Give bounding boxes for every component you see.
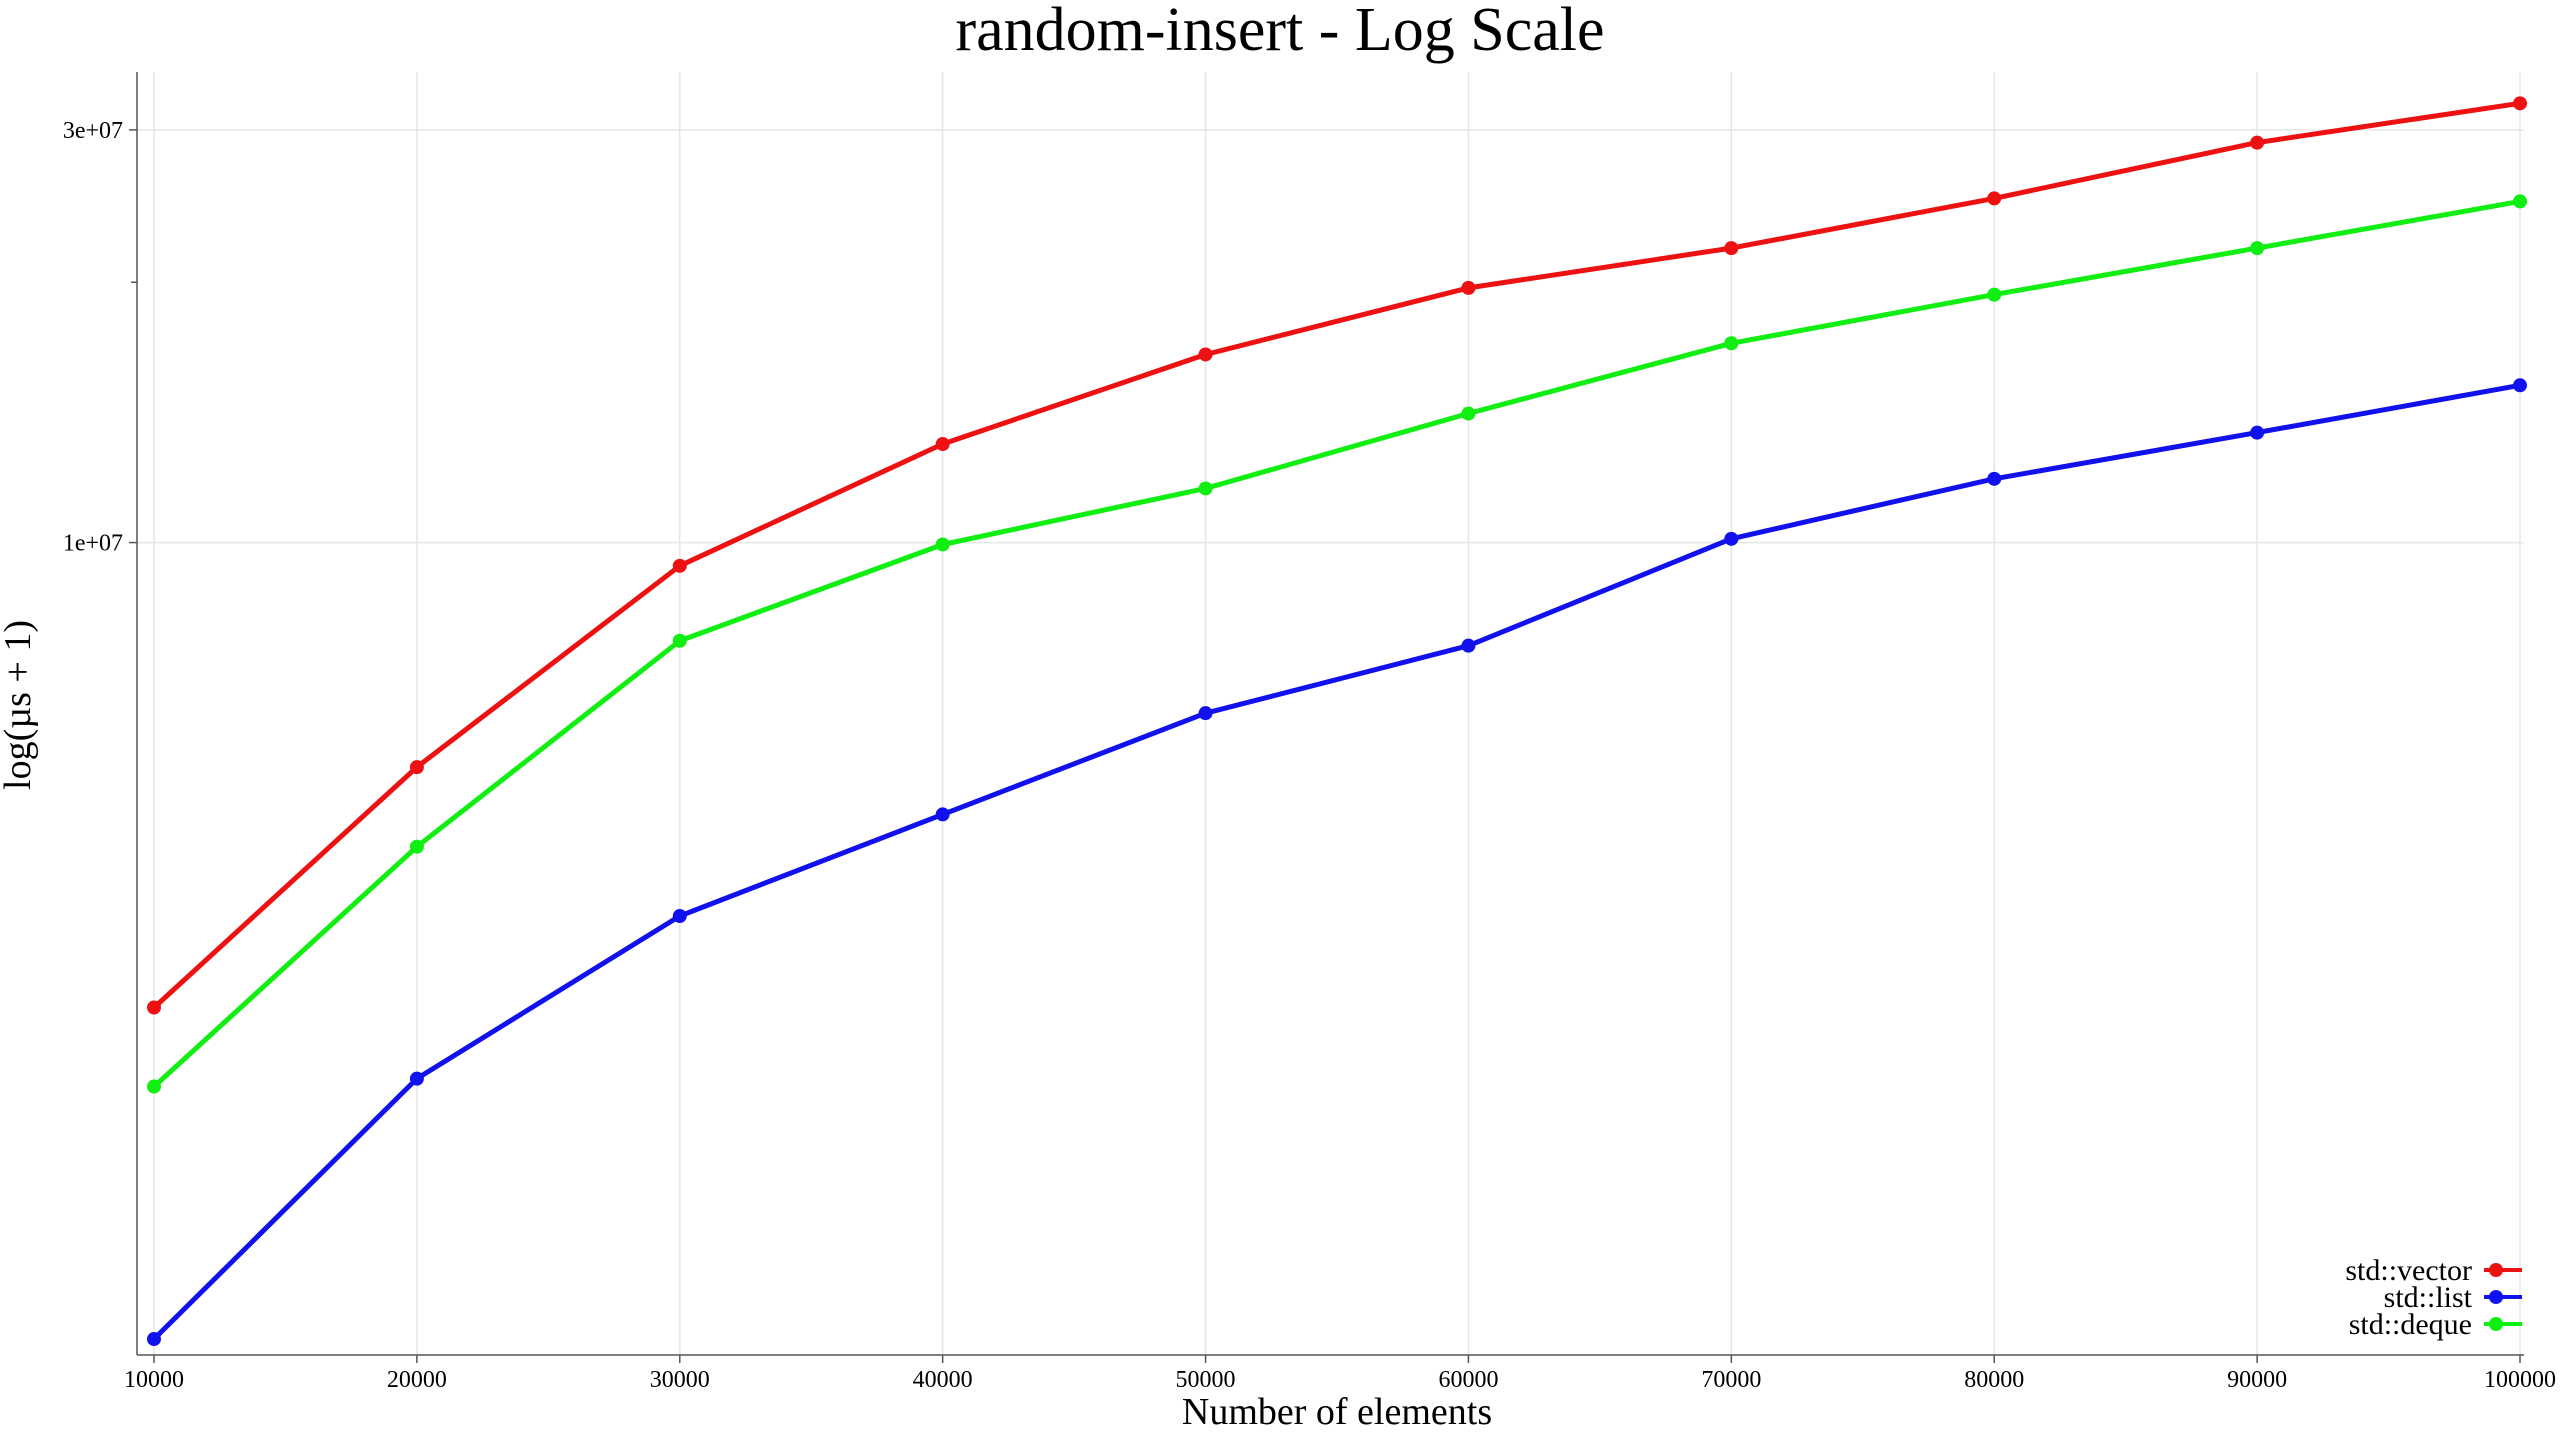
series-line-std-list bbox=[151, 382, 2523, 1342]
data-point-std-deque bbox=[1461, 406, 1476, 421]
data-point-std-list bbox=[672, 909, 687, 924]
legend-item-std-vector: std::vector bbox=[2345, 1254, 2522, 1287]
legend-item-std-list: std::list bbox=[2384, 1281, 2522, 1314]
legend-label: std::vector bbox=[2345, 1254, 2472, 1287]
data-point-std-deque bbox=[1987, 287, 2002, 302]
y-tick-label: 3e+07 bbox=[63, 118, 123, 144]
series-line-std-vector bbox=[151, 100, 2523, 1011]
series-line-std-deque bbox=[151, 198, 2523, 1090]
data-point-std-deque bbox=[2513, 194, 2527, 209]
data-point-std-vector bbox=[672, 558, 687, 573]
data-point-std-vector bbox=[1461, 280, 1476, 295]
legend-label: std::list bbox=[2384, 1281, 2473, 1314]
data-point-std-vector bbox=[2250, 135, 2265, 150]
data-point-std-deque bbox=[409, 839, 424, 854]
legend-item-std-deque: std::deque bbox=[2349, 1308, 2522, 1341]
x-tick-label: 60000 bbox=[1438, 1367, 1498, 1393]
x-axis-title: Number of elements bbox=[1182, 1391, 1492, 1433]
series-std-deque bbox=[147, 194, 2527, 1094]
data-point-std-vector bbox=[1198, 347, 1213, 362]
data-point-std-deque bbox=[147, 1079, 161, 1094]
y-tick-label: 1e+07 bbox=[63, 531, 123, 557]
data-point-std-vector bbox=[1987, 191, 2002, 206]
x-tick-label: 20000 bbox=[387, 1367, 447, 1393]
x-tick-label: 70000 bbox=[1701, 1367, 1761, 1393]
x-tick-label: 30000 bbox=[650, 1367, 710, 1393]
ticks: 10000 20000 30000 40000 50000 60000 70000 80000… bbox=[63, 118, 2556, 1393]
legend-swatch-point bbox=[2489, 1317, 2503, 1331]
x-tick-label: 50000 bbox=[1176, 1367, 1236, 1393]
axes bbox=[136, 72, 2524, 1356]
data-point-std-vector bbox=[409, 760, 424, 775]
legend-swatch-point bbox=[2489, 1263, 2503, 1277]
data-point-std-deque bbox=[1198, 481, 1213, 496]
legend-swatch-point bbox=[2489, 1290, 2503, 1304]
x-tick-label: 100000 bbox=[2484, 1367, 2556, 1393]
data-point-std-vector bbox=[2513, 96, 2527, 111]
data-point-std-list bbox=[2250, 425, 2265, 440]
data-point-std-list bbox=[2513, 378, 2527, 393]
data-point-std-deque bbox=[935, 537, 950, 552]
x-tick-label: 80000 bbox=[1964, 1367, 2024, 1393]
data-point-std-vector bbox=[935, 437, 950, 452]
legend-label: std::deque bbox=[2349, 1308, 2472, 1341]
series-layer bbox=[147, 96, 2527, 1347]
data-point-std-list bbox=[935, 807, 950, 822]
chart-title: random-insert - Log Scale bbox=[955, 0, 1604, 64]
data-point-std-list bbox=[409, 1071, 424, 1086]
data-point-std-list bbox=[1198, 706, 1213, 721]
data-point-std-vector bbox=[1724, 241, 1739, 256]
data-point-std-list bbox=[1461, 638, 1476, 653]
data-point-std-deque bbox=[672, 633, 687, 648]
data-point-std-list bbox=[1987, 471, 2002, 486]
y-axis-title: log(µs + 1) bbox=[0, 620, 39, 790]
x-tick-label: 40000 bbox=[913, 1367, 973, 1393]
data-point-std-list bbox=[147, 1332, 161, 1347]
series-std-vector bbox=[147, 96, 2527, 1015]
data-point-std-deque bbox=[2250, 241, 2265, 256]
x-tick-label: 10000 bbox=[124, 1367, 184, 1393]
data-point-std-deque bbox=[1724, 336, 1739, 351]
data-point-std-list bbox=[1724, 531, 1739, 546]
series-std-list bbox=[147, 378, 2527, 1347]
data-point-std-vector bbox=[147, 1000, 161, 1015]
x-tick-label: 90000 bbox=[2227, 1367, 2287, 1393]
